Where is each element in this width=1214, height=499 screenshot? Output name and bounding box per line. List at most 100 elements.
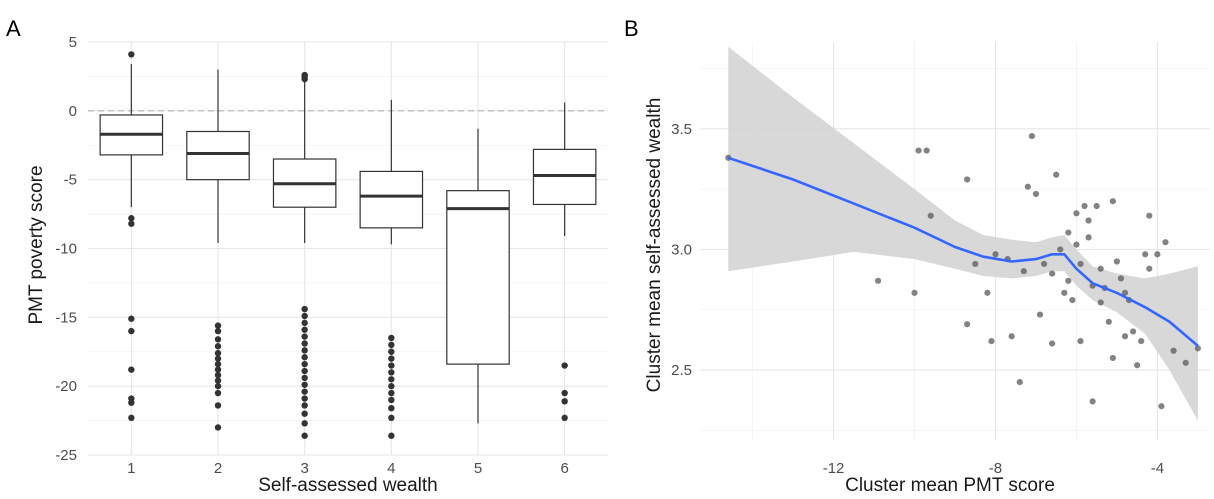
outlier-point [388, 341, 395, 349]
scatter-point [1024, 183, 1031, 190]
scatter-point [1036, 311, 1044, 318]
scatter-point [1093, 202, 1100, 210]
scatter-point [1138, 338, 1145, 345]
scatter-point [1028, 132, 1036, 140]
y-tick-label: 2.5 [671, 362, 692, 379]
outlier-point [214, 389, 222, 397]
outlier-point [301, 305, 308, 313]
outlier-point [128, 366, 135, 373]
outlier-point [301, 319, 308, 327]
outlier-point [388, 376, 395, 383]
panel-b-x-ticks: -12 -8 -4 [823, 460, 1164, 477]
outlier-point [128, 51, 135, 58]
fit-line [727, 156, 1199, 347]
scatter-point [1020, 268, 1027, 275]
panel-a-marks [88, 51, 608, 439]
outlier-point [214, 336, 222, 343]
panel-a-y-axis-title: PMT poverty score [26, 165, 47, 324]
panel-b-scatter: B 2.5 3.0 3.5 -12 -8 -4 Cluster mean PMT sco… [624, 16, 1210, 496]
outlier-point [301, 388, 308, 395]
outlier-point [214, 355, 222, 362]
scatter-point [1065, 277, 1072, 284]
panel-b-marks [725, 46, 1201, 421]
outlier-point [214, 343, 222, 350]
scatter-point [1081, 202, 1088, 210]
outlier-point [388, 404, 395, 412]
scatter-point [1134, 362, 1141, 369]
scatter-point [964, 176, 971, 183]
scatter-point [1146, 212, 1153, 219]
panel-b-label: B [624, 16, 639, 41]
panel-a-x-axis-title: Self-assessed wealth [258, 475, 438, 496]
scatter-point [927, 212, 934, 219]
outlier-point [301, 326, 308, 333]
outlier-point [128, 315, 135, 322]
scatter-point [1170, 347, 1177, 354]
y-tick-label: -5 [64, 172, 77, 189]
outlier-point [301, 420, 308, 427]
outlier-point [301, 347, 308, 354]
outlier-point [388, 396, 395, 404]
y-tick-label: 5 [69, 34, 77, 51]
outlier-point [301, 333, 308, 340]
x-tick-label: 1 [127, 460, 135, 477]
scatter-point [1154, 251, 1161, 258]
scatter-point [984, 289, 991, 296]
outlier-point [301, 360, 308, 368]
outlier-point [214, 360, 222, 368]
scatter-point [988, 338, 995, 345]
scatter-point [1077, 260, 1084, 268]
x-tick-label: -12 [823, 460, 845, 477]
outlier-point [301, 71, 308, 79]
x-tick-label: 2 [214, 460, 222, 477]
outlier-point [214, 366, 222, 373]
panel-a-grid [88, 41, 608, 456]
scatter-point [1194, 345, 1201, 352]
outlier-point [301, 410, 308, 417]
scatter-point [1089, 398, 1096, 405]
panel-a-y-ticks: -25 -20 -15 -10 -5 0 5 [55, 34, 77, 464]
y-tick-label: -15 [55, 309, 77, 326]
panel-a-label: A [6, 16, 21, 41]
scatter-point [1117, 275, 1125, 282]
outlier-point [301, 381, 308, 388]
outlier-point [388, 362, 395, 369]
scatter-point [1040, 260, 1048, 268]
panel-b-y-ticks: 2.5 3.0 3.5 [671, 121, 692, 379]
scatter-point [1109, 198, 1116, 205]
outlier-point [561, 414, 568, 422]
outlier-point [214, 402, 222, 409]
outlier-point [301, 312, 308, 320]
confidence-band [728, 46, 1198, 421]
scatter-point [1158, 403, 1165, 410]
scatter-point [1142, 251, 1149, 258]
outlier-point [388, 355, 395, 362]
scatter-point [1049, 340, 1056, 347]
outlier-point [301, 340, 308, 347]
outlier-point [301, 402, 308, 409]
panel-b-y-axis-title: Cluster mean self-assessed wealth [644, 98, 665, 393]
outlier-point [128, 327, 135, 335]
outlier-point [214, 349, 222, 357]
y-tick-label: -25 [55, 447, 77, 464]
panel-b-x-axis-title: Cluster mean PMT score [845, 475, 1055, 496]
scatter-point [874, 277, 882, 284]
scatter-point [1008, 333, 1015, 340]
outlier-point [561, 362, 568, 369]
outlier-point [214, 424, 222, 431]
scatter-point [1073, 241, 1080, 248]
y-tick-label: -20 [55, 378, 77, 395]
outlier-point [128, 215, 135, 222]
scatter-point [992, 251, 999, 258]
scatter-point [1097, 265, 1104, 272]
x-tick-label: -8 [989, 460, 1002, 477]
outlier-point [301, 367, 308, 375]
scatter-point [1121, 333, 1129, 340]
outlier-point [214, 377, 222, 384]
outlier-point [388, 334, 395, 342]
scatter-point [1146, 265, 1153, 272]
outlier-point [214, 322, 222, 329]
scatter-point [1016, 379, 1023, 386]
scatter-point [915, 147, 922, 154]
x-tick-label: -4 [1151, 460, 1164, 477]
